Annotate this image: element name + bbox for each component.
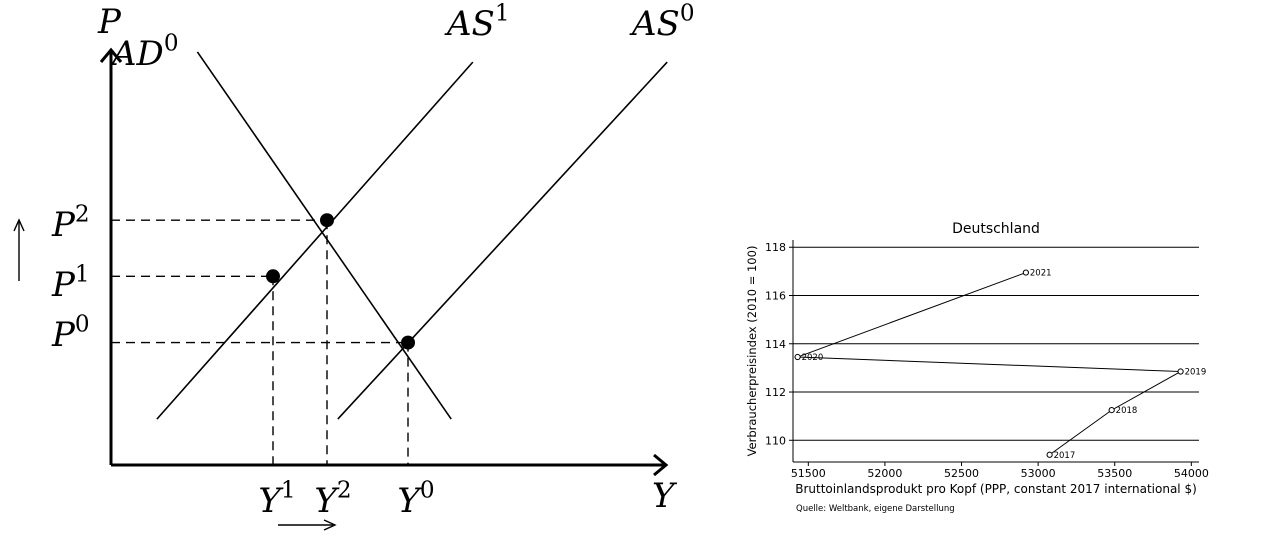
as-ad-diagram: P Y AD0 AS1 AS0 P1 Y1 P2 Y2 P0 Y0 — [13, 1, 695, 531]
x-axis-arrowhead — [653, 453, 669, 477]
data-point-2021 — [1022, 269, 1029, 276]
curve-as0 — [337, 61, 668, 420]
output-label-y0: Y0 — [397, 478, 434, 521]
curve-label-as0: AS0 — [629, 1, 695, 44]
chart-title: Deutschland — [952, 221, 1040, 237]
y-tick-label: 118 — [765, 241, 786, 254]
curve-ad0 — [196, 51, 452, 420]
x-tick-label: 53000 — [1021, 467, 1056, 480]
y-axis-arrowhead — [99, 47, 123, 63]
y-tick-label: 116 — [765, 290, 786, 303]
output-label-y2: Y2 — [314, 478, 351, 521]
source-note: Quelle: Weltbank, eigene Darstellung — [796, 504, 955, 514]
equilibrium-point — [401, 335, 415, 350]
price-label-p0: P0 — [51, 312, 90, 355]
curve-as1 — [156, 61, 474, 420]
curve-label-ad0: AD0 — [109, 31, 179, 74]
data-label-2017: 2017 — [1054, 451, 1076, 461]
x-axis-label: Bruttoinlandsprodukt pro Kopf (PPP, cons… — [795, 482, 1197, 496]
data-label-2020: 2020 — [802, 353, 824, 363]
data-label-2021: 2021 — [1030, 269, 1052, 279]
x-tick-label: 54000 — [1174, 467, 1209, 480]
y-axis-label: Verbraucherpreisindex (2010 = 100) — [745, 246, 759, 457]
equilibrium-point — [320, 213, 334, 228]
series-line — [797, 272, 1183, 456]
data-label-2018: 2018 — [1116, 406, 1138, 416]
y-tick-label: 110 — [765, 434, 786, 447]
y-tick-label: 114 — [765, 338, 786, 351]
price-label-p1: P1 — [51, 262, 90, 305]
cpi-gdp-chart: Deutschland 110 112 114 116 118 51500 52000 5250… — [745, 221, 1209, 514]
x-tick-label: 51500 — [791, 467, 826, 480]
price-label-p2: P2 — [51, 202, 90, 245]
data-point-2018 — [1108, 407, 1115, 414]
data-point-2020 — [794, 353, 801, 361]
axis-label-p: P — [97, 2, 122, 42]
output-label-y1: Y1 — [258, 478, 295, 521]
price-increase-arrowhead — [13, 218, 25, 232]
equilibrium-point — [266, 269, 280, 284]
x-tick-label: 52000 — [867, 467, 902, 480]
axis-label-y: Y — [652, 476, 678, 516]
data-point-2017 — [1046, 451, 1053, 458]
data-point-2019 — [1177, 368, 1184, 375]
output-increase-arrowhead — [323, 519, 337, 531]
y-tick-label: 112 — [765, 386, 786, 399]
data-label-2019: 2019 — [1185, 368, 1207, 378]
curve-label-as1: AS1 — [444, 1, 510, 44]
x-tick-label: 52500 — [944, 467, 979, 480]
x-tick-label: 53500 — [1097, 467, 1132, 480]
